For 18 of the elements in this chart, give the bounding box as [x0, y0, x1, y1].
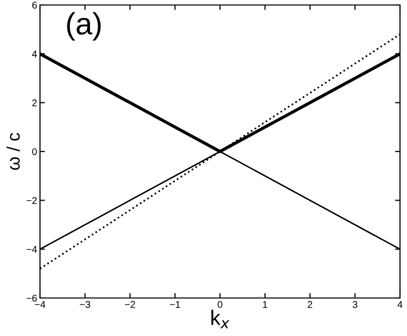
y-tick-label: −2 [26, 197, 37, 204]
x-axis-title: k$_{x}$ [211, 310, 230, 328]
y-axis-title: ω / c [6, 132, 20, 170]
y-tick-label: 0 [32, 148, 37, 156]
y-tick-label: 6 [32, 2, 37, 9]
y-tick-label: −4 [26, 246, 37, 253]
y-tick-label: 2 [32, 99, 37, 106]
x-tick-label: −3 [80, 301, 90, 308]
annotation: (a) [67, 12, 101, 41]
x-tick-label: 0 [218, 301, 222, 308]
x-tick-label: −1 [170, 301, 180, 308]
x-tick-label: 4 [398, 301, 402, 308]
y-tick-label: −6 [26, 294, 37, 302]
x-tick-label: 2 [308, 301, 312, 308]
y-tick-label: 4 [32, 50, 37, 58]
x-tick-label: 1 [263, 301, 268, 308]
x-tick-label: 3 [352, 301, 358, 308]
x-tick-label: −2 [124, 301, 136, 308]
